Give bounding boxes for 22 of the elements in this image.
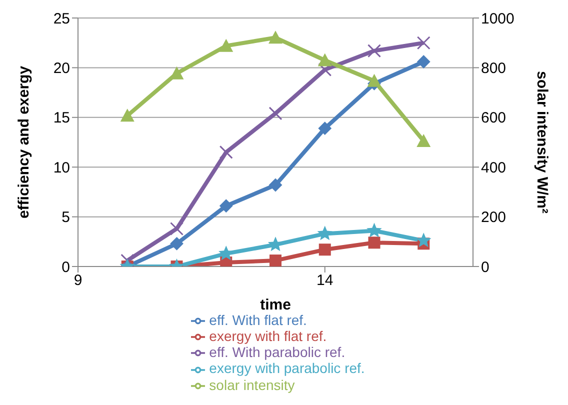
x-axis-title: time	[260, 296, 291, 314]
legend-label: eff. With parabolic ref.	[209, 344, 346, 360]
y-tick-label: 15	[53, 110, 70, 127]
x-tick-label: 9	[74, 272, 82, 290]
y2-tick-label: 200	[481, 209, 506, 226]
y-tick-label: 0	[62, 258, 70, 276]
legend-label: solar intensity	[209, 376, 295, 393]
x-tick-label: 14	[316, 272, 334, 290]
y2-tick-label: 800	[481, 60, 506, 78]
y-tick-label: 25	[53, 10, 70, 28]
y2-axis-title: solar intensity W/m²	[534, 70, 551, 214]
y-tick-label: 20	[53, 60, 70, 78]
y-tick-label: 10	[53, 159, 70, 176]
y-tick-label: 5	[62, 209, 70, 226]
legend-label: exergy with parabolic ref.	[209, 360, 365, 376]
legend-label: exergy with flat ref.	[209, 328, 327, 344]
y-axis-title: efficiency and exergy	[15, 65, 32, 219]
y2-tick-label: 1000	[481, 10, 514, 28]
y2-tick-label: 600	[481, 110, 506, 127]
y2-tick-label: 400	[481, 159, 506, 176]
legend-label: eff. With flat ref.	[209, 312, 307, 328]
y2-tick-label: 0	[481, 258, 490, 276]
